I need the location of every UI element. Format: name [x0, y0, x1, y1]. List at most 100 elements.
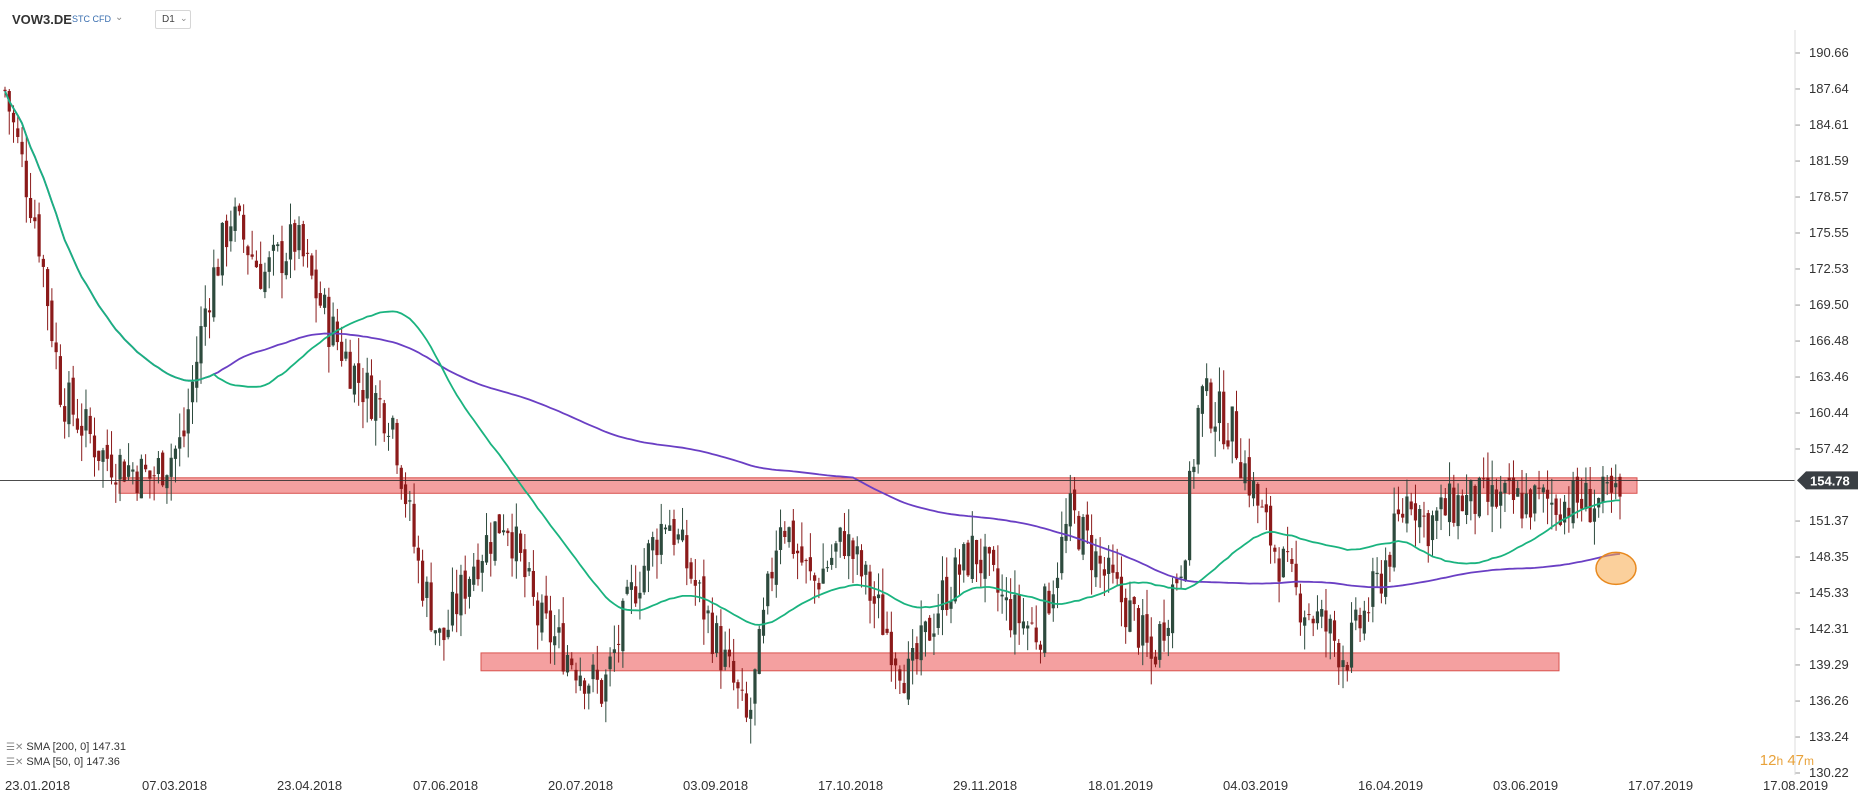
- candle-body: [1482, 478, 1486, 480]
- candle-body: [727, 649, 732, 657]
- candle-body: [1119, 576, 1124, 603]
- candle-body: [131, 469, 135, 472]
- timer-hours: 12: [1759, 752, 1777, 769]
- candle-body: [1017, 594, 1021, 624]
- candle-body: [41, 258, 45, 267]
- chevron-down-icon: ⌄: [180, 13, 188, 23]
- candle-body: [536, 600, 540, 626]
- candle-body: [348, 351, 352, 389]
- candle-body: [199, 326, 203, 364]
- candle-body: [212, 267, 216, 318]
- candle-body: [182, 430, 186, 437]
- candle-body: [1213, 426, 1217, 432]
- candle-body: [161, 452, 165, 486]
- candle-body: [114, 482, 118, 485]
- indicator-settings-icon[interactable]: ☰✕: [6, 757, 24, 768]
- candle-body: [1354, 609, 1358, 621]
- candle-body: [655, 539, 659, 556]
- last-price-label: 154.78: [1810, 473, 1850, 488]
- candle-body: [331, 316, 335, 346]
- candle-body: [570, 658, 574, 666]
- candle-body: [165, 475, 169, 489]
- candle-body: [1205, 378, 1209, 392]
- candle-body: [335, 321, 339, 343]
- candle-body: [1192, 466, 1196, 473]
- candle-body: [1294, 563, 1298, 588]
- candle-body: [156, 458, 161, 475]
- candle-body: [122, 461, 126, 482]
- x-tick-label: 23.01.2018: [5, 778, 70, 793]
- candle-body: [761, 609, 766, 636]
- legend-sma200[interactable]: ☰✕ SMA [200, 0] 147.31: [6, 741, 126, 753]
- y-tick-label: 148.35: [1809, 549, 1849, 564]
- candle-body: [58, 356, 62, 405]
- candle-body: [1426, 513, 1430, 547]
- y-tick-label: 184.61: [1809, 117, 1849, 132]
- candle-body: [565, 654, 570, 673]
- candle-body: [1520, 492, 1524, 519]
- candle-body: [476, 559, 480, 580]
- candle-body: [126, 465, 131, 477]
- candle-body: [928, 617, 932, 641]
- candle-body: [195, 361, 199, 388]
- candle-body: [1072, 489, 1077, 511]
- candle-body: [1179, 576, 1183, 579]
- candle-body: [936, 613, 940, 628]
- candle-body: [617, 643, 621, 645]
- y-tick-label: 130.22: [1809, 765, 1849, 780]
- candle-body: [736, 682, 740, 689]
- candle-body: [1153, 656, 1158, 665]
- candle-body: [1524, 493, 1528, 515]
- candle-body: [178, 437, 182, 449]
- candle-body: [642, 565, 646, 593]
- candle-body: [386, 435, 391, 437]
- sma200-line[interactable]: [4, 90, 1621, 589]
- candle-body: [834, 543, 838, 552]
- symbol-label[interactable]: VOW3.DE: [12, 12, 72, 27]
- candle-body: [148, 470, 152, 479]
- x-tick-label: 04.03.2019: [1223, 778, 1288, 793]
- crossover-highlight[interactable]: [1595, 551, 1637, 586]
- candle-body: [604, 674, 608, 702]
- candle-body: [105, 444, 109, 459]
- candle-body: [1575, 476, 1579, 503]
- candle-body: [1251, 481, 1256, 499]
- support-zone[interactable]: [480, 652, 1560, 672]
- candle-body: [710, 612, 714, 655]
- candle-body: [497, 514, 501, 534]
- sma50-line[interactable]: [4, 90, 1620, 626]
- candle-body: [118, 454, 122, 480]
- candle-body: [821, 568, 825, 584]
- candle-body: [1124, 597, 1128, 628]
- candle-body: [1392, 513, 1396, 568]
- candle-body: [455, 593, 459, 615]
- candle-body: [574, 669, 578, 681]
- chevron-down-icon[interactable]: ⌄: [115, 12, 124, 23]
- candle-body: [1226, 440, 1230, 447]
- y-tick-label: 163.46: [1809, 369, 1849, 384]
- candle-body: [1545, 489, 1550, 499]
- candle-body: [1060, 536, 1064, 574]
- candle-body: [817, 582, 821, 590]
- candle-body: [1605, 482, 1609, 484]
- candle-body: [297, 225, 301, 251]
- legend-sma50[interactable]: ☰✕ SMA [50, 0] 147.36: [6, 756, 120, 768]
- candle-body: [480, 561, 484, 573]
- timeframe-select[interactable]: D1 ⌄: [155, 10, 191, 29]
- candle-body: [109, 454, 114, 478]
- candle-body: [169, 457, 173, 477]
- candle-body: [1098, 555, 1102, 564]
- candle-body: [37, 214, 41, 257]
- indicator-settings-icon[interactable]: ☰✕: [6, 742, 24, 753]
- candle-body: [1337, 642, 1341, 668]
- candle-body: [357, 363, 361, 383]
- candle-body: [1490, 485, 1494, 507]
- candle-body: [1349, 622, 1354, 668]
- candle-body: [1111, 564, 1115, 573]
- candle-body: [1162, 622, 1166, 641]
- candle-body: [1277, 558, 1281, 582]
- candle-body: [582, 680, 587, 694]
- last-price-badge: [1797, 471, 1858, 490]
- y-tick-label: 151.37: [1809, 513, 1849, 528]
